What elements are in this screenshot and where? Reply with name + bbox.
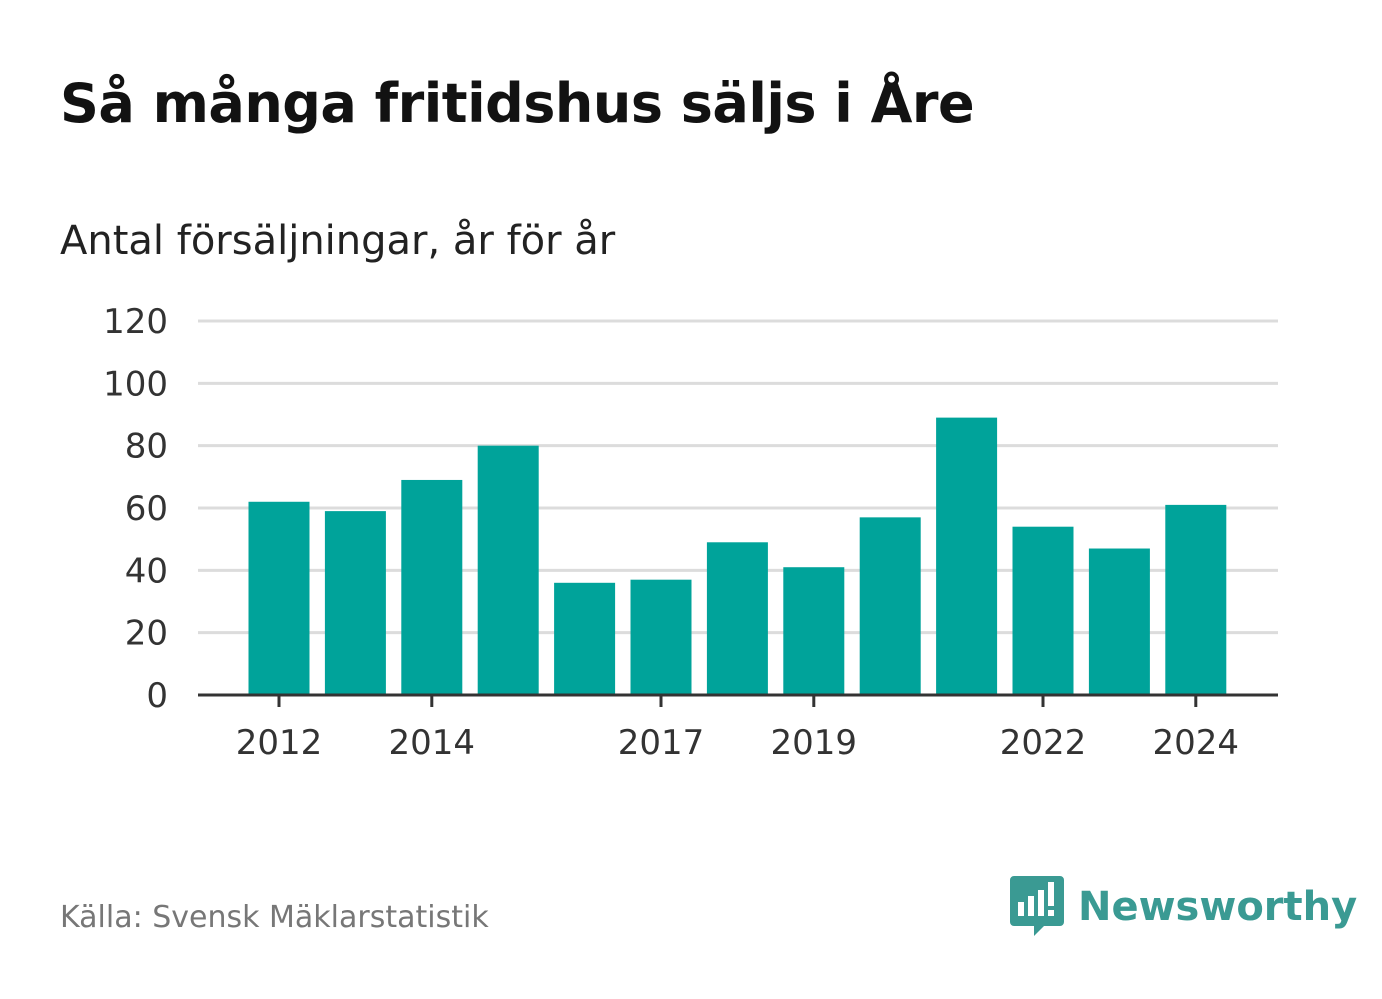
bar xyxy=(1012,526,1074,695)
bar xyxy=(401,479,463,695)
x-tick-label: 2024 xyxy=(1153,723,1240,763)
x-tick-label: 2014 xyxy=(389,723,476,763)
x-tick-label: 2019 xyxy=(771,723,858,763)
x-tick-label: 2012 xyxy=(236,723,323,763)
bars xyxy=(248,417,1227,695)
y-axis-tick-labels: 0 20 40 60 80 100 120 xyxy=(103,302,168,716)
y-tick-label: 100 xyxy=(103,364,168,404)
bar xyxy=(936,417,998,695)
bar xyxy=(248,501,310,695)
source-note: Källa: Svensk Mäklarstatistik xyxy=(60,900,489,935)
bar xyxy=(783,567,845,695)
y-tick-label: 80 xyxy=(125,427,168,467)
y-tick-label: 0 xyxy=(146,676,168,716)
bar xyxy=(554,582,616,695)
x-tick-label: 2017 xyxy=(618,723,705,763)
bar xyxy=(706,542,768,695)
y-tick-label: 20 xyxy=(125,614,168,654)
newsworthy-logo-icon xyxy=(1010,876,1064,936)
bar xyxy=(630,579,692,695)
bar xyxy=(1165,504,1227,695)
y-tick-label: 40 xyxy=(125,551,168,591)
brand-logo: Newsworthy xyxy=(1010,876,1357,938)
bar xyxy=(1088,548,1150,695)
bar xyxy=(859,517,921,695)
bar xyxy=(477,445,539,695)
chart-subtitle: Antal försäljningar, år för år xyxy=(60,218,616,264)
chart-title: Så många fritidshus säljs i Åre xyxy=(60,72,975,135)
y-tick-label: 60 xyxy=(125,489,168,529)
bar xyxy=(324,511,386,695)
brand-name: Newsworthy xyxy=(1078,884,1358,930)
x-tick-label: 2022 xyxy=(1000,723,1087,763)
x-axis: 2012 2014 2017 2019 2022 2024 xyxy=(198,693,1278,763)
y-tick-label: 120 xyxy=(103,302,168,342)
